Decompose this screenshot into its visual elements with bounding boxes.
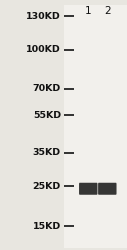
Text: 100KD: 100KD — [26, 46, 61, 54]
Text: 25KD: 25KD — [33, 182, 61, 191]
FancyBboxPatch shape — [79, 183, 98, 195]
Text: 130KD: 130KD — [26, 12, 61, 21]
Text: 2: 2 — [104, 6, 111, 16]
FancyBboxPatch shape — [64, 5, 127, 248]
Text: 70KD: 70KD — [33, 84, 61, 93]
Text: 55KD: 55KD — [33, 110, 61, 120]
FancyBboxPatch shape — [98, 183, 117, 195]
Text: 35KD: 35KD — [33, 148, 61, 157]
Text: 1: 1 — [85, 6, 92, 16]
Text: 15KD: 15KD — [33, 222, 61, 231]
